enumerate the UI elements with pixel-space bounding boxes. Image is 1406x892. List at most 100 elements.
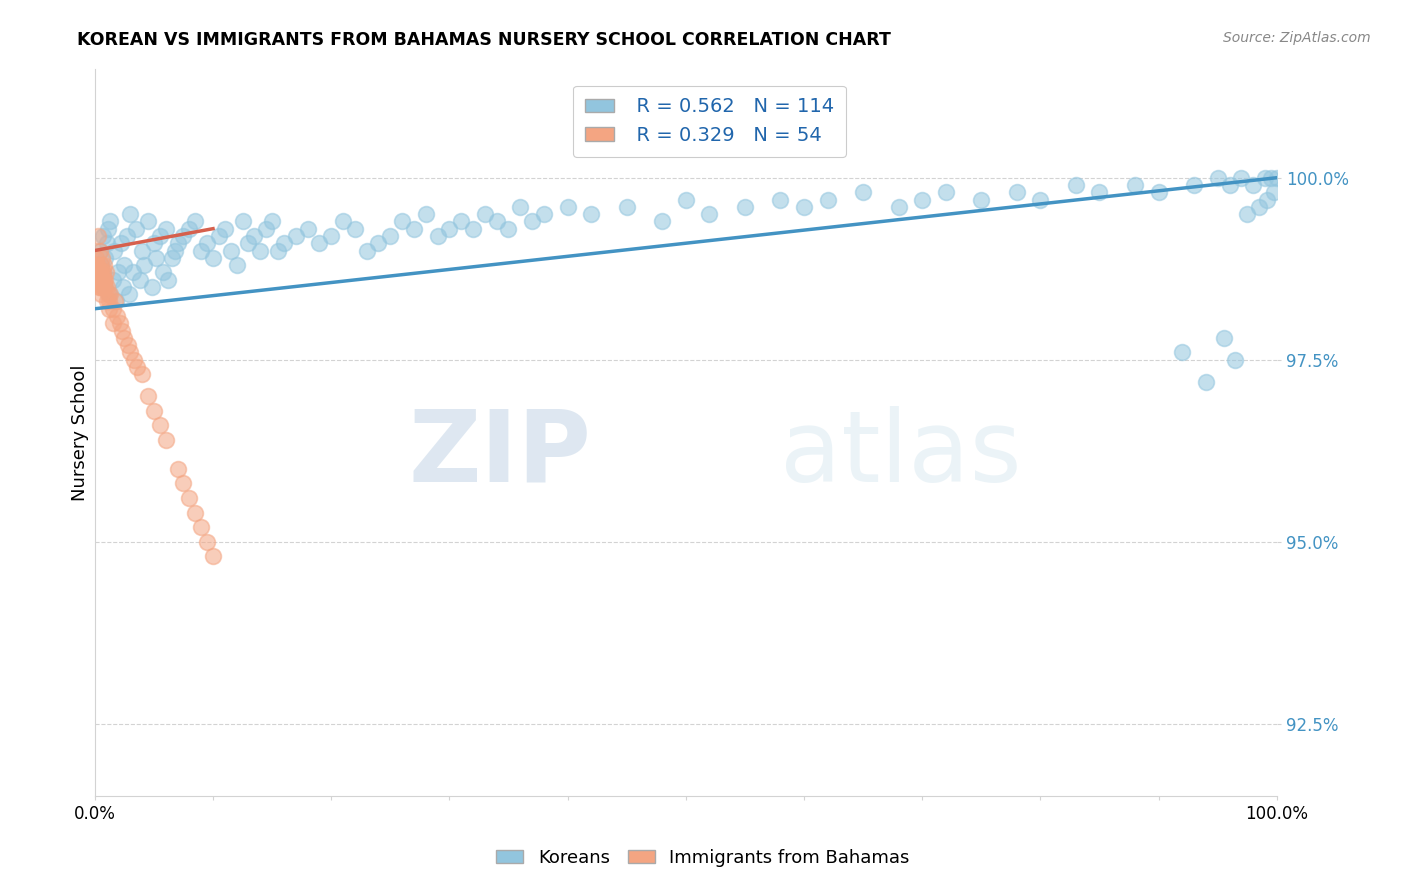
Point xyxy=(142,403,165,417)
Point xyxy=(172,229,194,244)
Point xyxy=(699,207,721,221)
Point xyxy=(128,272,150,286)
Point xyxy=(1241,178,1264,192)
Point xyxy=(267,244,290,258)
Point xyxy=(89,280,111,294)
Point xyxy=(254,221,277,235)
Point xyxy=(118,287,141,301)
Point xyxy=(172,476,194,491)
Point xyxy=(321,229,343,244)
Point xyxy=(86,258,108,272)
Point xyxy=(485,214,508,228)
Point xyxy=(238,236,260,251)
Point xyxy=(179,491,201,505)
Point xyxy=(402,221,425,235)
Point xyxy=(98,287,121,301)
Point xyxy=(149,418,172,433)
Point xyxy=(391,214,413,228)
Point xyxy=(93,258,115,272)
Point xyxy=(356,244,378,258)
Point xyxy=(1256,193,1278,207)
Point xyxy=(332,214,354,228)
Point xyxy=(120,207,142,221)
Point xyxy=(557,200,579,214)
Point xyxy=(122,352,145,367)
Point xyxy=(91,280,114,294)
Point xyxy=(112,258,135,272)
Point xyxy=(136,214,159,228)
Point xyxy=(911,193,934,207)
Point xyxy=(134,258,156,272)
Point xyxy=(273,236,295,251)
Point xyxy=(86,258,108,272)
Point xyxy=(970,193,993,207)
Point xyxy=(208,229,231,244)
Point xyxy=(94,280,117,294)
Point xyxy=(195,534,218,549)
Point xyxy=(232,214,254,228)
Point xyxy=(195,236,218,251)
Point xyxy=(142,236,165,251)
Point xyxy=(93,272,115,286)
Text: KOREAN VS IMMIGRANTS FROM BAHAMAS NURSERY SCHOOL CORRELATION CHART: KOREAN VS IMMIGRANTS FROM BAHAMAS NURSER… xyxy=(77,31,891,49)
Point xyxy=(214,221,236,235)
Point xyxy=(297,221,319,235)
Point xyxy=(87,272,110,286)
Point xyxy=(90,265,112,279)
Point xyxy=(110,236,132,251)
Point xyxy=(1171,345,1194,359)
Point xyxy=(155,221,177,235)
Text: Source: ZipAtlas.com: Source: ZipAtlas.com xyxy=(1223,31,1371,45)
Point xyxy=(115,229,138,244)
Point xyxy=(367,236,389,251)
Point xyxy=(343,221,366,235)
Point xyxy=(426,229,449,244)
Point xyxy=(284,229,307,244)
Point xyxy=(89,244,111,258)
Point xyxy=(96,294,118,309)
Point xyxy=(90,251,112,265)
Point xyxy=(157,272,180,286)
Point xyxy=(155,433,177,447)
Point xyxy=(184,506,207,520)
Point xyxy=(96,236,118,251)
Point xyxy=(90,272,112,286)
Point xyxy=(1254,170,1277,185)
Point xyxy=(1265,170,1288,185)
Point xyxy=(1206,170,1229,185)
Point xyxy=(616,200,638,214)
Legend:   R = 0.562   N = 114,   R = 0.329   N = 54: R = 0.562 N = 114, R = 0.329 N = 54 xyxy=(574,86,845,157)
Point xyxy=(249,244,271,258)
Point xyxy=(97,221,120,235)
Point xyxy=(165,244,187,258)
Point xyxy=(262,214,284,228)
Point xyxy=(190,520,212,534)
Point xyxy=(1218,178,1240,192)
Point xyxy=(201,549,224,564)
Point xyxy=(98,294,121,309)
Point xyxy=(581,207,603,221)
Point xyxy=(1064,178,1087,192)
Point xyxy=(87,272,110,286)
Point xyxy=(131,368,153,382)
Point xyxy=(101,272,124,286)
Point xyxy=(145,251,167,265)
Point xyxy=(450,214,472,228)
Point xyxy=(94,265,117,279)
Point xyxy=(93,280,115,294)
Point xyxy=(87,229,110,244)
Point xyxy=(1225,352,1247,367)
Point xyxy=(461,221,484,235)
Point xyxy=(101,316,124,330)
Point xyxy=(103,244,125,258)
Point xyxy=(1230,170,1253,185)
Point xyxy=(1182,178,1205,192)
Point xyxy=(1212,331,1234,345)
Point xyxy=(89,244,111,258)
Legend: Koreans, Immigrants from Bahamas: Koreans, Immigrants from Bahamas xyxy=(489,842,917,874)
Point xyxy=(935,186,957,200)
Point xyxy=(87,272,110,286)
Point xyxy=(675,193,697,207)
Point xyxy=(87,280,110,294)
Point xyxy=(89,265,111,279)
